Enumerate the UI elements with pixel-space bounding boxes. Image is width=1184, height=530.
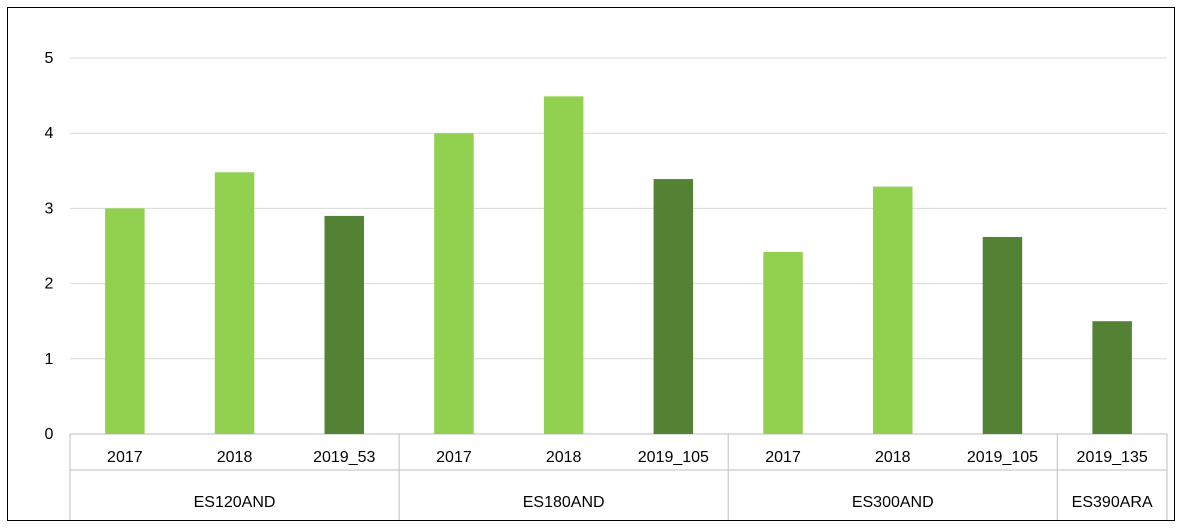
chart-frame [7, 7, 1175, 521]
category-label: 2017 [436, 449, 472, 466]
category-label: 2018 [875, 449, 911, 466]
y-tick-label: 5 [45, 50, 54, 67]
category-label: 2018 [217, 449, 253, 466]
category-label: 2017 [765, 449, 801, 466]
y-tick-label: 0 [45, 426, 54, 443]
category-label: 2019_53 [313, 449, 375, 466]
category-label: 2019_105 [967, 449, 1038, 466]
group-label: ES390ARA [1072, 494, 1153, 511]
bar [324, 215, 364, 434]
y-tick-label: 4 [45, 125, 54, 142]
group-label: ES120AND [194, 494, 276, 511]
bar [434, 133, 474, 434]
bar [1092, 321, 1132, 434]
category-label: 2017 [107, 449, 143, 466]
bar [105, 208, 145, 434]
y-tick-label: 2 [45, 276, 54, 293]
y-tick-label: 1 [45, 351, 54, 368]
bar [653, 179, 694, 434]
bar [543, 96, 584, 435]
bar [763, 252, 803, 434]
bar [982, 236, 1023, 434]
bar [873, 186, 913, 434]
group-label: ES300AND [852, 494, 934, 511]
y-tick-label: 3 [45, 200, 54, 217]
group-label: ES180AND [523, 494, 605, 511]
category-label: 2019_105 [638, 449, 709, 466]
category-label: 2019_135 [1077, 449, 1148, 466]
category-label: 2018 [546, 449, 582, 466]
bar [214, 172, 255, 434]
